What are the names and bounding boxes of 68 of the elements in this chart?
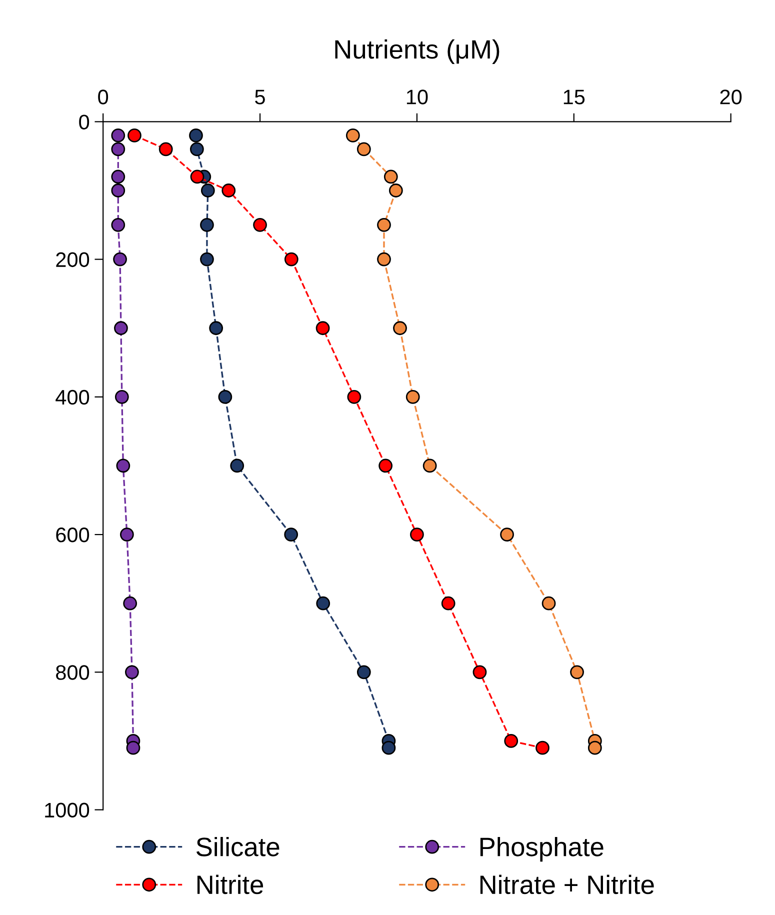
point: [410, 528, 424, 542]
point: [316, 596, 330, 610]
point: [356, 142, 371, 156]
point: [230, 458, 244, 473]
x-tick-label: 0: [98, 90, 108, 104]
point: [377, 218, 391, 232]
point: [111, 142, 126, 156]
point: [111, 218, 126, 232]
y-tick-label: 800: [56, 665, 90, 680]
point: [200, 184, 215, 198]
legend-label: Nitrite: [197, 874, 264, 894]
point: [209, 321, 224, 336]
point: [388, 184, 403, 198]
point: [218, 390, 232, 404]
y-tick-label: 1000: [45, 802, 90, 818]
point: [189, 128, 203, 142]
point: [377, 252, 391, 266]
point: [126, 740, 140, 755]
point: [190, 170, 204, 184]
y-tick-label: 0: [79, 114, 90, 130]
legend-label: Nitrate + Nitrite: [480, 874, 654, 894]
x-tick-label: 10: [406, 90, 428, 104]
point: [347, 390, 362, 404]
point: [200, 218, 214, 232]
x-tick-label: 15: [564, 90, 585, 104]
point: [284, 252, 298, 266]
x-tick-label: 20: [720, 90, 742, 104]
point: [116, 458, 130, 473]
point: [284, 528, 298, 542]
point: [316, 321, 330, 336]
legend-label: Silicate: [196, 836, 280, 856]
point: [222, 184, 236, 198]
point: [128, 128, 142, 142]
point: [393, 321, 407, 336]
point: [382, 740, 396, 755]
point: [504, 734, 518, 748]
y-tick-label: 200: [56, 252, 90, 268]
point: [111, 184, 126, 198]
point: [120, 528, 134, 542]
point: [384, 170, 398, 184]
point: [472, 665, 487, 680]
point: [125, 665, 139, 680]
point: [200, 252, 214, 266]
point: [422, 458, 437, 473]
point: [378, 458, 393, 473]
legend-label: Phosphate: [480, 836, 604, 862]
point: [356, 665, 371, 680]
point: [406, 390, 420, 404]
point: [123, 596, 138, 610]
y-tick-label: 600: [56, 528, 90, 542]
point: [500, 528, 514, 542]
y-tick-label: 400: [56, 390, 90, 405]
point: [114, 390, 129, 404]
x-tick-label: 5: [255, 90, 265, 104]
point: [253, 218, 267, 232]
point: [536, 740, 550, 755]
point: [111, 170, 126, 184]
point: [190, 142, 204, 156]
x-axis-title: Nutrients (μM): [335, 39, 500, 64]
point: [441, 596, 456, 610]
point: [570, 665, 584, 680]
point: [346, 128, 360, 142]
point: [542, 596, 556, 610]
point: [113, 252, 127, 266]
point: [114, 321, 128, 336]
point: [588, 740, 602, 755]
point: [158, 142, 173, 156]
point: [111, 128, 126, 142]
